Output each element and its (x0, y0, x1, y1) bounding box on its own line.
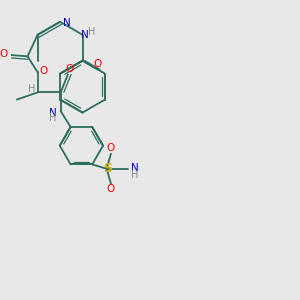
Text: H: H (28, 84, 35, 94)
Text: O: O (107, 143, 115, 153)
Text: O: O (93, 58, 102, 69)
Text: H: H (49, 113, 56, 123)
Text: N: N (62, 18, 70, 28)
Text: S: S (103, 162, 112, 175)
Text: N: N (49, 107, 56, 118)
Text: O: O (40, 66, 48, 76)
Text: N: N (131, 163, 138, 173)
Text: O: O (107, 184, 115, 194)
Text: H: H (88, 27, 95, 37)
Text: N: N (81, 30, 89, 40)
Text: O: O (65, 64, 74, 74)
Text: H: H (131, 170, 138, 180)
Text: O: O (0, 50, 8, 59)
